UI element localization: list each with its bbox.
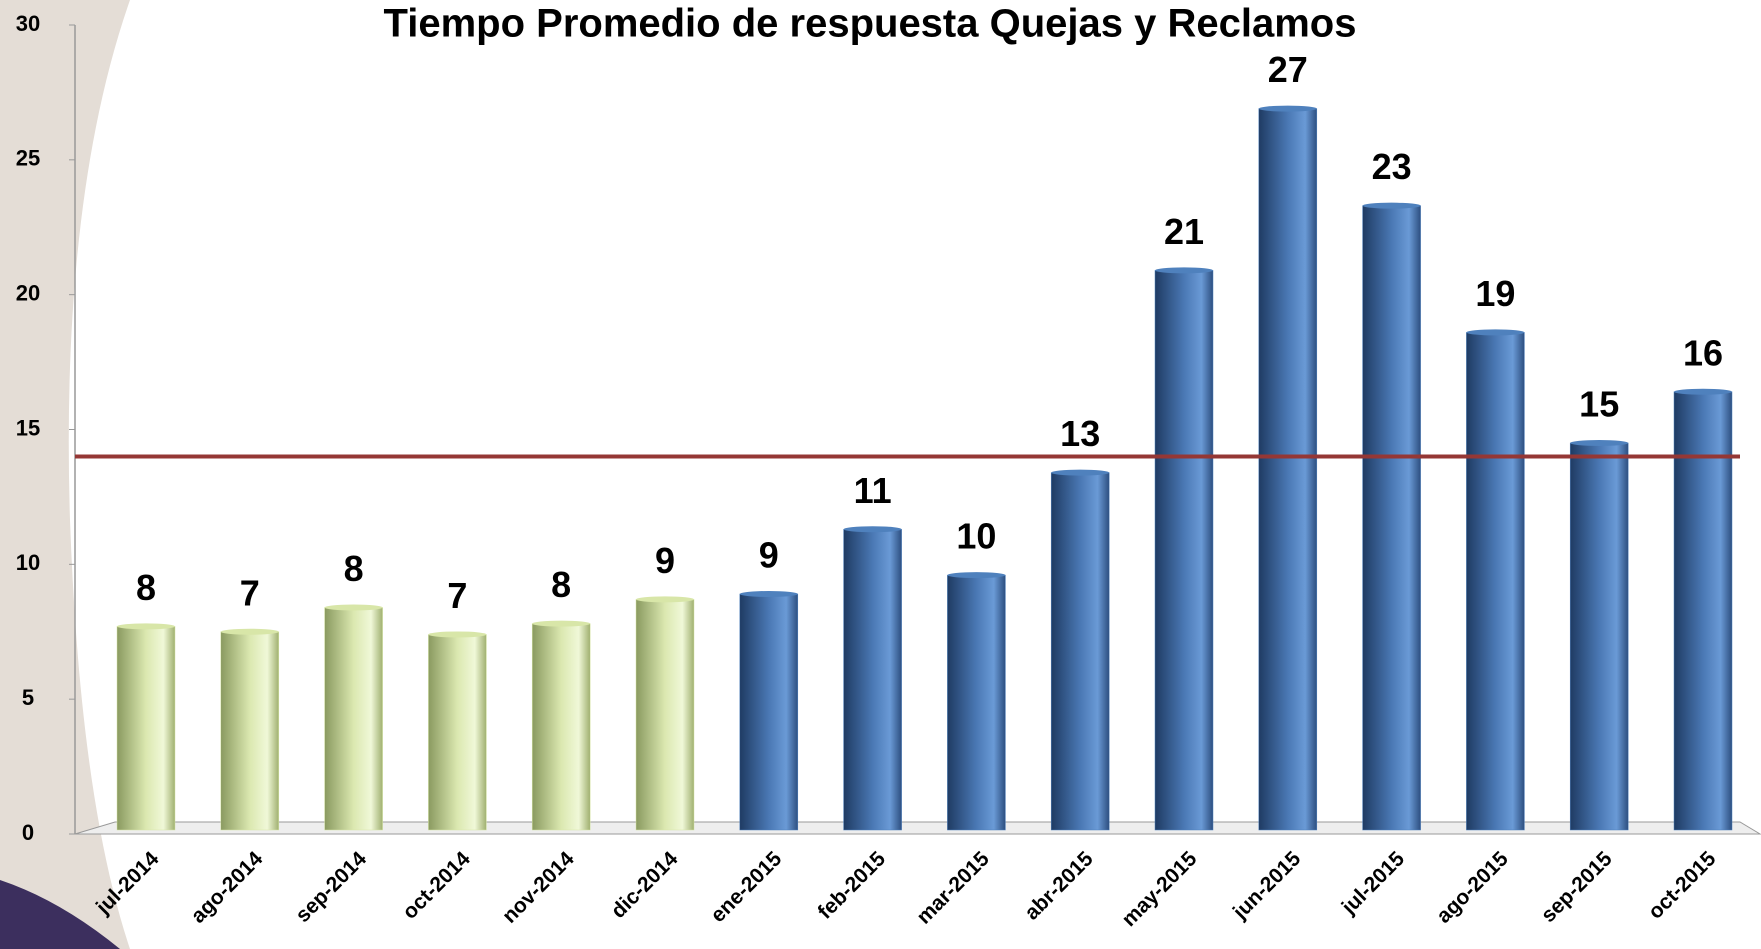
x-tick-label: ene-2015 <box>706 847 786 927</box>
bar <box>843 529 902 831</box>
bar-top <box>1155 267 1213 274</box>
bar-top <box>220 628 279 635</box>
x-tick-label: feb-2015 <box>814 847 891 924</box>
x-tick-label: jul-2015 <box>1337 847 1409 919</box>
data-label: 23 <box>1372 146 1412 187</box>
x-tick-label: jun-2015 <box>1228 847 1305 924</box>
x-tick-label: oct-2015 <box>1644 847 1721 924</box>
x-tick-label: sep-2014 <box>291 847 371 927</box>
bar-top <box>739 590 798 597</box>
bar-top <box>117 623 175 630</box>
bar <box>1362 205 1421 831</box>
x-tick-label: nov-2014 <box>498 847 579 928</box>
y-tick-label: 5 <box>22 685 34 710</box>
x-tick-label: ago-2015 <box>1432 847 1513 928</box>
bar <box>1673 391 1733 831</box>
x-tick-label: abr-2015 <box>1020 847 1098 925</box>
x-tick-label: dic-2014 <box>607 847 683 923</box>
bar <box>1258 108 1318 831</box>
x-tick-label: ago-2014 <box>187 847 268 928</box>
background-curve <box>0 0 130 949</box>
data-label: 16 <box>1683 332 1723 373</box>
y-tick-label: 20 <box>16 280 40 305</box>
bar-top <box>636 596 694 603</box>
data-label: 9 <box>759 535 779 576</box>
bar-top <box>532 620 591 627</box>
floor <box>74 821 1761 835</box>
bar <box>531 623 591 831</box>
bar <box>635 599 695 831</box>
x-tick-label: oct-2014 <box>398 847 475 924</box>
data-label: 11 <box>854 470 892 511</box>
x-tick-label: sep-2015 <box>1537 847 1617 927</box>
data-label: 8 <box>344 548 364 589</box>
data-label: 21 <box>1164 211 1204 252</box>
y-tick-label: 25 <box>16 146 40 171</box>
bar <box>116 626 176 831</box>
data-label: 7 <box>240 572 260 613</box>
bar-top <box>324 604 383 611</box>
x-tick-label: mar-2015 <box>912 847 994 929</box>
data-label: 15 <box>1579 383 1619 424</box>
background-corner <box>0 880 120 949</box>
y-tick-label: 30 <box>16 11 40 36</box>
x-tick-label: may-2015 <box>1117 847 1201 931</box>
chart-title: Tiempo Promedio de respuesta Quejas y Re… <box>384 2 1357 46</box>
data-label: 8 <box>551 564 571 605</box>
data-label: 27 <box>1268 49 1308 90</box>
data-label: 9 <box>655 540 675 581</box>
bar <box>1050 472 1110 831</box>
bar <box>1154 270 1214 831</box>
bar <box>324 607 383 831</box>
bar-top <box>1570 439 1629 446</box>
bar <box>1466 332 1525 831</box>
y-tick-label: 10 <box>16 550 40 575</box>
bar-top <box>843 526 902 533</box>
bar <box>739 593 799 831</box>
bar-top <box>1466 329 1525 336</box>
bar <box>947 574 1006 831</box>
bar-top <box>1051 469 1110 476</box>
y-tick-label: 15 <box>16 415 40 440</box>
y-tick-label: 0 <box>22 820 34 845</box>
bar <box>1569 442 1629 831</box>
data-label: 8 <box>136 567 156 608</box>
bar-top <box>428 631 487 638</box>
bar <box>428 634 487 831</box>
bar <box>220 631 280 831</box>
bar-top <box>1674 388 1732 395</box>
data-label: 13 <box>1060 413 1100 454</box>
bar-top <box>1362 202 1421 209</box>
data-label: 7 <box>447 575 467 616</box>
bar-top <box>947 572 1006 579</box>
bar-top <box>1258 105 1317 112</box>
data-label: 19 <box>1475 273 1515 314</box>
data-label: 10 <box>956 516 996 557</box>
